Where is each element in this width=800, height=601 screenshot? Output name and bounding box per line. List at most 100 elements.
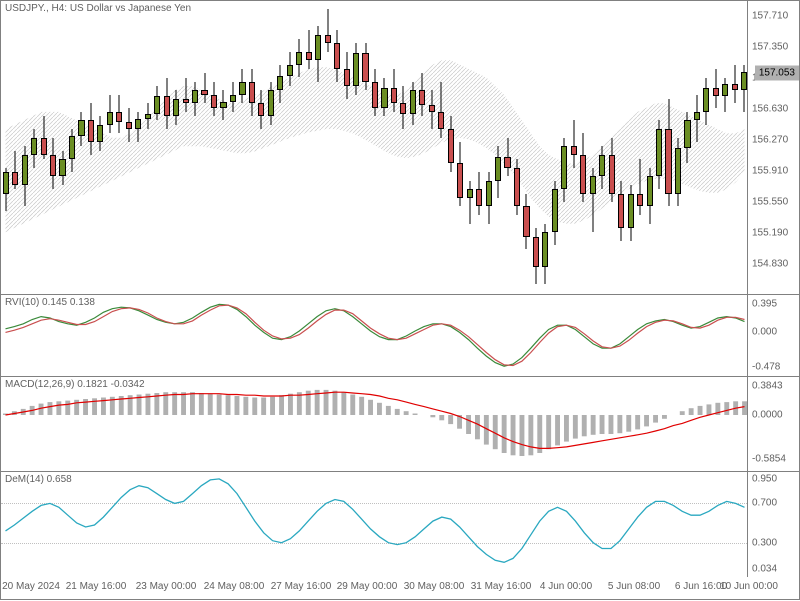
candle — [3, 1, 9, 295]
candle — [495, 1, 501, 295]
candle — [400, 1, 406, 295]
price-plot[interactable] — [1, 1, 747, 294]
candle — [628, 1, 634, 295]
candle — [580, 1, 586, 295]
candle — [50, 1, 56, 295]
candle — [287, 1, 293, 295]
candle — [69, 1, 75, 295]
candle — [571, 1, 577, 295]
candle — [656, 1, 662, 295]
ytick: 0.950 — [752, 473, 777, 484]
price-tag: 157.053 — [755, 65, 799, 80]
dem-yaxis: 0.9500.7000.3000.034 — [747, 472, 799, 577]
ytick: -0.478 — [752, 361, 780, 372]
candle — [561, 1, 567, 295]
ytick: 0.3843 — [752, 380, 783, 391]
candle — [684, 1, 690, 295]
ytick: 157.710 — [752, 11, 788, 22]
rvi-panel: RVI(10) 0.145 0.138 0.3950.000-0.478 — [1, 295, 799, 377]
ytick: 155.550 — [752, 197, 788, 208]
ytick: 0.0000 — [752, 410, 783, 421]
candle — [552, 1, 558, 295]
xtick: 31 May 16:00 — [471, 581, 532, 592]
rvi-plot[interactable] — [1, 295, 747, 376]
candle — [599, 1, 605, 295]
candle — [419, 1, 425, 295]
macd-plot[interactable] — [1, 377, 747, 471]
candle — [429, 1, 435, 295]
xtick: 10 Jun 00:00 — [720, 581, 778, 592]
candle — [504, 1, 510, 295]
ytick: 156.270 — [752, 135, 788, 146]
xtick: 23 May 00:00 — [136, 581, 197, 592]
candle — [306, 1, 312, 295]
candle — [230, 1, 236, 295]
ytick: 0.395 — [752, 298, 777, 309]
candle — [590, 1, 596, 295]
candle — [514, 1, 520, 295]
candle — [438, 1, 444, 295]
candle — [732, 1, 738, 295]
candle — [647, 1, 653, 295]
macd-title: MACD(12,26,9) 0.1821 -0.0342 — [5, 379, 145, 390]
ytick: -0.5854 — [752, 454, 786, 465]
xtick: 27 May 16:00 — [271, 581, 332, 592]
candle — [381, 1, 387, 295]
candle — [391, 1, 397, 295]
ytick: 155.190 — [752, 228, 788, 239]
candle — [315, 1, 321, 295]
candle — [78, 1, 84, 295]
candle — [97, 1, 103, 295]
price-panel-title: USDJPY., H4: US Dollar vs Japanese Yen — [5, 3, 191, 14]
candle — [486, 1, 492, 295]
candle — [637, 1, 643, 295]
xtick: 24 May 08:00 — [204, 581, 265, 592]
candle — [239, 1, 245, 295]
ytick: 0.034 — [752, 563, 777, 574]
ytick: 154.830 — [752, 259, 788, 270]
candle — [135, 1, 141, 295]
candle — [467, 1, 473, 295]
dem-plot[interactable] — [1, 472, 747, 577]
x-axis: 20 May 2024 21 May 16:00 23 May 00:00 24 Ma… — [1, 577, 799, 601]
candle — [116, 1, 122, 295]
candle — [722, 1, 728, 295]
price-yaxis: 157.710157.350156.990156.630156.270155.9… — [747, 1, 799, 294]
candle — [22, 1, 28, 295]
ytick: 0.300 — [752, 537, 777, 548]
macd-yaxis: 0.3843 0.0000 -0.5854 — [747, 377, 799, 471]
candle — [192, 1, 198, 295]
candle — [533, 1, 539, 295]
price-panel: USDJPY., H4: US Dollar vs Japanese Yen 1… — [1, 1, 799, 295]
candle — [457, 1, 463, 295]
candle — [325, 1, 331, 295]
candle — [703, 1, 709, 295]
candle — [183, 1, 189, 295]
candle — [410, 1, 416, 295]
candle — [164, 1, 170, 295]
candle — [542, 1, 548, 295]
candle — [476, 1, 482, 295]
xtick: 30 May 08:00 — [404, 581, 465, 592]
candle — [31, 1, 37, 295]
candle — [675, 1, 681, 295]
candle — [372, 1, 378, 295]
candle — [694, 1, 700, 295]
rvi-title: RVI(10) 0.145 0.138 — [5, 297, 95, 308]
candle — [353, 1, 359, 295]
ytick: 156.630 — [752, 104, 788, 115]
candle — [201, 1, 207, 295]
candle — [523, 1, 529, 295]
xtick: 5 Jun 08:00 — [608, 581, 660, 592]
candle — [277, 1, 283, 295]
rvi-yaxis: 0.3950.000-0.478 — [747, 295, 799, 376]
candle — [268, 1, 274, 295]
xtick: 20 May 2024 — [2, 581, 60, 592]
candle — [609, 1, 615, 295]
candle — [362, 1, 368, 295]
ytick: 155.910 — [752, 166, 788, 177]
xtick: 21 May 16:00 — [66, 581, 127, 592]
candle — [618, 1, 624, 295]
dem-panel: DeM(14) 0.658 0.9500.7000.3000.034 — [1, 472, 799, 577]
candle — [59, 1, 65, 295]
